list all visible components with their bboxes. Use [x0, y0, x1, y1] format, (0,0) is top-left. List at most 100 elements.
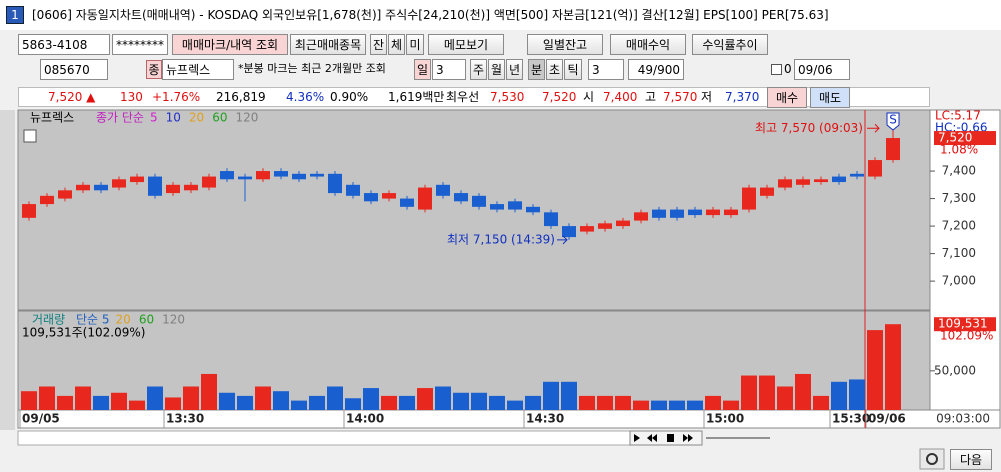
quote-low: 7,370	[725, 90, 760, 104]
volume-bar	[579, 395, 595, 410]
period-button[interactable]: 초	[546, 59, 563, 80]
button[interactable]: 메모보기	[428, 34, 504, 55]
volume-bar	[111, 392, 127, 410]
checkbox[interactable]	[771, 64, 782, 75]
period-button[interactable]: 분	[528, 59, 545, 80]
volume-bar	[849, 379, 865, 410]
button[interactable]: 미	[406, 34, 424, 55]
window-title: [0606] 자동일지차트(매매내역) - KOSDAQ 외국인보유[1,678…	[32, 8, 829, 22]
volume-bar	[489, 395, 505, 410]
volume-bar	[345, 398, 361, 410]
legend-period: 10	[166, 111, 181, 125]
period-input[interactable]: 3	[432, 59, 466, 80]
candle-body	[328, 173, 342, 194]
buy-button[interactable]: 매수	[767, 87, 807, 108]
button[interactable]: 매매수익	[610, 34, 686, 55]
volume-bar	[561, 381, 577, 410]
candle-body	[202, 176, 216, 188]
stock-name[interactable]: 뉴프렉스	[162, 59, 234, 80]
volume-bar	[165, 397, 181, 410]
panel-icon[interactable]	[23, 129, 37, 143]
period-button[interactable]: 틱	[564, 59, 582, 80]
volume-bar	[651, 400, 667, 410]
legend-period: 5	[150, 111, 158, 125]
volume-summary: 109,531주(102.09%)	[22, 326, 145, 340]
candle-body	[112, 179, 126, 188]
period-button[interactable]: 년	[506, 59, 523, 80]
legend-label: 단순 5	[76, 313, 110, 327]
candle-body	[598, 223, 612, 229]
x-tick-label: 15:30	[832, 412, 870, 426]
settings-button[interactable]	[919, 448, 945, 470]
candle-body	[400, 198, 414, 207]
sell-button[interactable]: 매도	[810, 87, 850, 108]
low-arrow	[557, 235, 568, 245]
candle-body	[274, 171, 288, 177]
count-input[interactable]: 49/900	[628, 59, 684, 80]
high-annotation: 최고 7,570 (09:03)	[755, 121, 863, 135]
quote-amount: 1,619백만	[388, 90, 445, 104]
volume-bar	[327, 386, 343, 410]
quote-low-label: 저	[701, 90, 713, 104]
button[interactable]: 매매마크/내역 조회	[172, 34, 288, 55]
volume-bar	[759, 375, 775, 410]
button[interactable]: 체	[388, 34, 405, 55]
last-price-box	[934, 131, 996, 146]
account-input[interactable]: 5863-4108	[18, 34, 110, 55]
period-button[interactable]: 주	[470, 59, 487, 80]
button[interactable]: 잔	[370, 34, 387, 55]
last-change: 1.08%	[940, 143, 978, 157]
candle-body	[796, 179, 810, 185]
quote-volume: 216,819	[216, 90, 266, 104]
button[interactable]: 수익률추이	[692, 34, 768, 55]
quote-best-label: 최우선	[446, 90, 480, 104]
period-button[interactable]: 월	[488, 59, 505, 80]
volume-bar	[93, 395, 109, 410]
scrollbar[interactable]	[17, 430, 631, 446]
volume-bar	[75, 386, 91, 410]
candle-body	[454, 193, 468, 202]
left-edge	[0, 110, 15, 430]
scroll-buttons[interactable]	[629, 430, 770, 446]
volume-bar	[633, 400, 649, 410]
password-input[interactable]: ********	[112, 34, 168, 55]
volume-bar	[435, 386, 451, 410]
y-tick-label: 7,100	[942, 246, 976, 260]
volume-bar	[687, 400, 703, 410]
code-input[interactable]: 085670	[40, 59, 108, 80]
last-price: 7,520	[938, 131, 972, 145]
period-button[interactable]: 일	[414, 59, 431, 80]
legend-period: 20	[189, 111, 204, 125]
button[interactable]: 최근매매종목	[290, 34, 366, 55]
volume-bar	[471, 392, 487, 410]
volume-bar	[543, 381, 559, 410]
price-panel	[17, 109, 931, 311]
stock-type[interactable]: 종	[146, 60, 162, 79]
legend-period: 60	[212, 111, 227, 125]
candle-body	[310, 173, 324, 177]
quote-bid: 7,520	[542, 90, 577, 104]
volume-bar	[813, 395, 829, 410]
button[interactable]: 일별잔고	[527, 34, 603, 55]
candle-body	[760, 187, 774, 196]
volume-bar	[867, 330, 883, 410]
candle-body	[616, 220, 630, 227]
candle-body	[778, 179, 792, 188]
next-button[interactable]: 다음	[950, 449, 992, 470]
volume-bar	[795, 373, 811, 410]
legend-period: 120	[162, 313, 185, 327]
interval-input[interactable]: 3	[588, 59, 624, 80]
last-ratio: 102.09%	[940, 329, 993, 343]
candle-body	[670, 209, 684, 218]
notice: *분봉 마크는 최근 2개월만 조회	[238, 62, 386, 75]
date-input[interactable]: 09/06	[794, 59, 850, 80]
candle-body	[238, 176, 252, 180]
volume-bar	[39, 386, 55, 410]
quote-open: 7,400	[603, 90, 638, 104]
quote-change: 130	[120, 90, 143, 104]
time-label: 09:03:00	[936, 412, 990, 426]
volume-bar	[507, 400, 523, 410]
candle-body	[418, 187, 432, 210]
quote-high-label: 고	[645, 90, 657, 104]
